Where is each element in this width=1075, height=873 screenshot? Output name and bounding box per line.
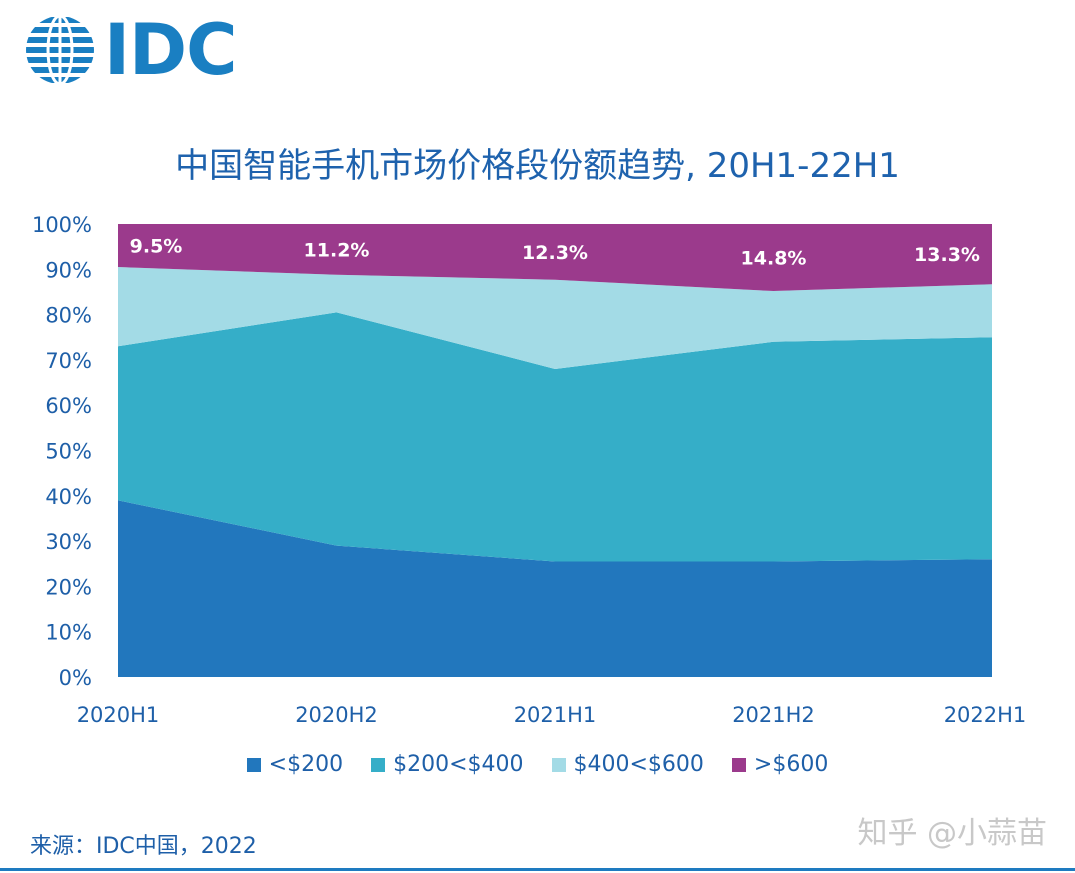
legend-item-under-200: <$200: [246, 752, 344, 777]
data-label: 13.3%: [914, 244, 980, 266]
data-label: 9.5%: [130, 236, 183, 258]
legend-item-400-600: $400<$600: [551, 752, 704, 777]
x-tick-label: 2021H2: [732, 703, 815, 727]
data-label: 11.2%: [304, 239, 370, 261]
chart-legend: <$200 $200<$400 $400<$600 >$600: [0, 752, 1075, 777]
bottom-divider: [0, 868, 1075, 871]
stacked-area-chart: 0% 10% 20% 30% 40% 50% 60% 70% 80% 90% 100% 2020H1 2…: [32, 213, 1027, 727]
idc-logo: IDC: [22, 9, 238, 91]
y-tick-label: 90%: [45, 258, 92, 282]
legend-item-200-400: $200<$400: [371, 752, 524, 777]
y-tick-label: 30%: [45, 530, 92, 554]
area-series-0: [118, 500, 992, 677]
legend-label: $400<$600: [573, 752, 704, 777]
x-tick-label: 2021H1: [514, 703, 597, 727]
source-note: 来源：IDC中国，2022: [30, 834, 257, 859]
legend-label: $200<$400: [393, 752, 524, 777]
logo-text: IDC: [104, 9, 238, 91]
y-tick-label: 100%: [32, 213, 92, 237]
x-tick-label: 2022H1: [944, 703, 1027, 727]
data-label: 14.8%: [741, 248, 807, 270]
legend-swatch: [551, 757, 566, 772]
x-tick-label: 2020H2: [295, 703, 378, 727]
data-label: 12.3%: [522, 242, 588, 264]
y-tick-label: 80%: [45, 304, 92, 328]
area-series-3: [118, 224, 992, 292]
legend-swatch: [731, 757, 746, 772]
legend-swatch: [246, 757, 261, 772]
area-series-2: [118, 267, 992, 369]
y-tick-label: 40%: [45, 485, 92, 509]
y-tick-label: 60%: [45, 394, 92, 418]
x-tick-label: 2020H1: [77, 703, 160, 727]
legend-label: <$200: [268, 752, 344, 777]
area-series-1: [118, 312, 992, 562]
watermark: 知乎 @小蒜苗: [857, 816, 1047, 851]
legend-item-over-600: >$600: [731, 752, 829, 777]
legend-label: >$600: [753, 752, 829, 777]
y-tick-label: 10%: [45, 621, 92, 645]
legend-swatch: [371, 757, 386, 772]
chart-title: 中国智能手机市场价格段份额趋势, 20H1-22H1: [175, 146, 900, 186]
y-tick-label: 20%: [45, 575, 92, 599]
y-tick-label: 70%: [45, 349, 92, 373]
y-tick-label: 0%: [59, 666, 92, 690]
globe-icon: [26, 14, 94, 86]
y-tick-label: 50%: [45, 440, 92, 464]
